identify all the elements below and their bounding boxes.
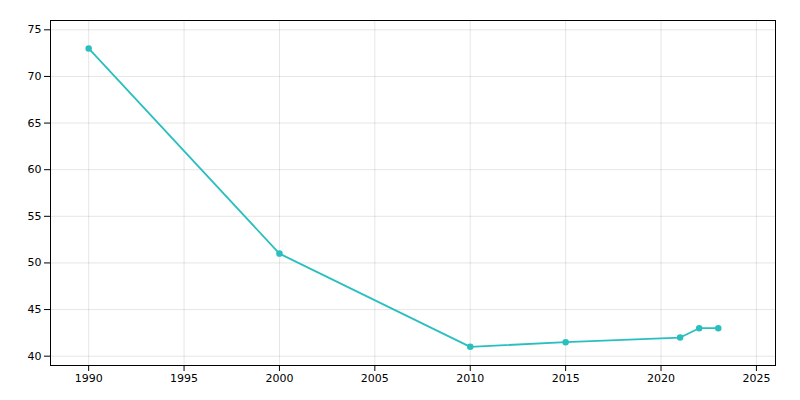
svg-text:40: 40 — [28, 350, 42, 363]
svg-text:65: 65 — [28, 117, 42, 130]
svg-text:75: 75 — [28, 23, 42, 36]
svg-text:70: 70 — [28, 70, 42, 83]
svg-text:50: 50 — [28, 256, 42, 269]
svg-text:55: 55 — [28, 210, 42, 223]
svg-text:2015: 2015 — [552, 372, 580, 385]
svg-text:1995: 1995 — [170, 372, 198, 385]
svg-text:2025: 2025 — [742, 372, 770, 385]
svg-text:2005: 2005 — [361, 372, 389, 385]
svg-text:45: 45 — [28, 303, 42, 316]
svg-text:60: 60 — [28, 163, 42, 176]
svg-text:2000: 2000 — [265, 372, 293, 385]
svg-text:2010: 2010 — [456, 372, 484, 385]
svg-text:1990: 1990 — [75, 372, 103, 385]
svg-text:2020: 2020 — [647, 372, 675, 385]
